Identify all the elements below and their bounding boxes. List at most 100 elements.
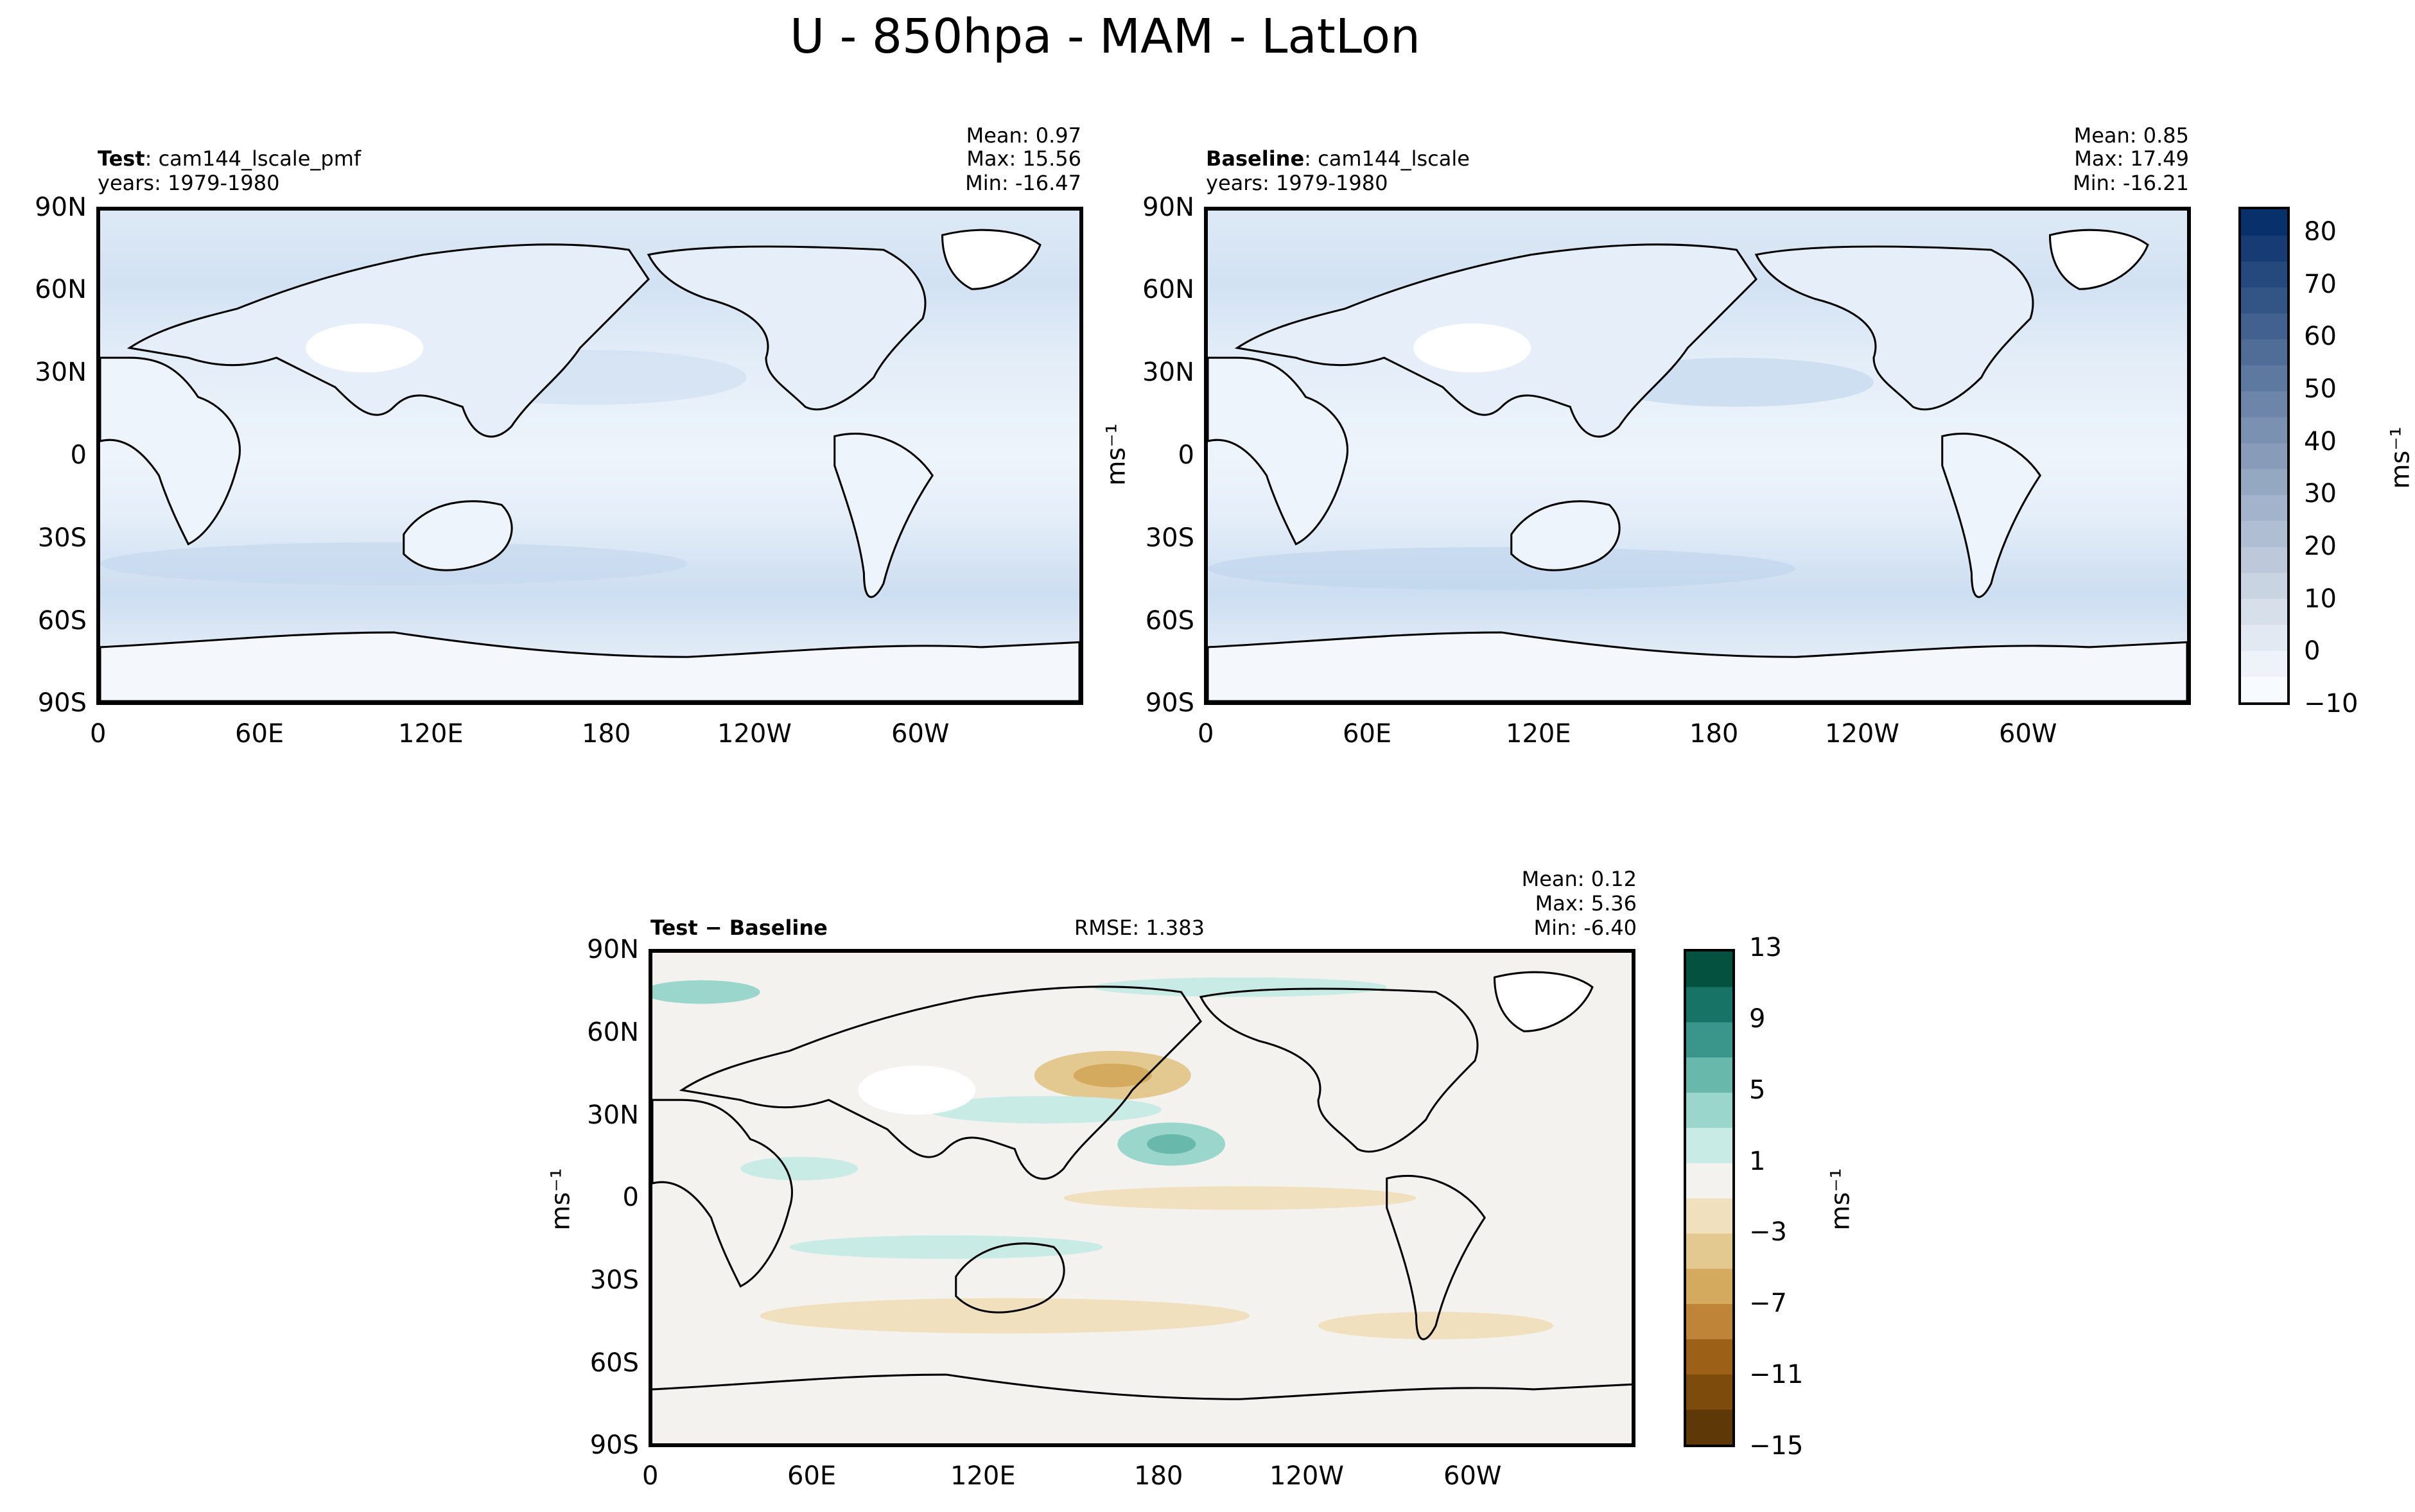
- lat-tick: 60N: [1142, 275, 1194, 304]
- colorbar-swatch: [2241, 313, 2287, 340]
- lon-tick: 60W: [891, 719, 950, 749]
- diff-label: Test − Baseline: [650, 916, 828, 940]
- lon-tick: 120E: [1506, 719, 1571, 749]
- lon-tick: 180: [582, 719, 631, 749]
- test-map: [96, 207, 1083, 705]
- colorbar-swatch: [1686, 1127, 1732, 1163]
- colorbar-swatch: [2241, 365, 2287, 392]
- colorbar-swatch: [1686, 1163, 1732, 1199]
- lon-tick: 120E: [398, 719, 464, 749]
- lat-tick: 30N: [1142, 358, 1194, 387]
- colorbar-swatch: [1686, 1233, 1732, 1269]
- lat-tick: 90S: [37, 688, 87, 718]
- lon-tick: 60E: [1343, 719, 1392, 749]
- colorbar-swatch: [2241, 442, 2287, 469]
- colorbar-swatch: [1686, 1092, 1732, 1128]
- baseline-label: Baseline: cam144_lscale: [1206, 146, 1470, 171]
- diff-rmse: RMSE: 1.383: [1074, 916, 1205, 940]
- top-colorbar-unit: ms⁻¹: [2385, 426, 2415, 489]
- lon-tick: 120W: [1825, 719, 1899, 749]
- colorbar-swatch: [1686, 1374, 1732, 1410]
- colorbar-swatch: [2241, 494, 2287, 521]
- colorbar-swatch: [2241, 339, 2287, 366]
- colorbar-tick-label: 10: [2304, 584, 2337, 614]
- lon-tick: 120W: [1269, 1461, 1344, 1491]
- lat-tick: 0: [622, 1183, 639, 1212]
- baseline-map-field: [1208, 211, 2187, 701]
- colorbar-tick-label: −11: [1749, 1360, 1804, 1390]
- lat-tick: 90S: [1145, 688, 1194, 718]
- lat-tick: 30S: [589, 1265, 639, 1295]
- baseline-years: years: 1979-1980: [1206, 171, 1388, 195]
- lon-tick: 0: [1198, 719, 1214, 749]
- colorbar-swatch: [1686, 1198, 1732, 1234]
- middle-unit-label: ms⁻¹: [1101, 423, 1131, 486]
- colorbar-swatch: [2241, 261, 2287, 288]
- colorbar-swatch: [2241, 235, 2287, 262]
- colorbar-tick-label: −10: [2304, 689, 2358, 718]
- lon-tick: 0: [90, 719, 107, 749]
- test-map-field: [100, 211, 1079, 701]
- lat-tick: 60N: [35, 275, 87, 304]
- colorbar-swatch: [2241, 676, 2287, 703]
- test-max: Max: 15.56: [966, 146, 1081, 171]
- lat-tick: 60N: [587, 1018, 639, 1047]
- colorbar-swatch: [2241, 209, 2287, 236]
- colorbar-tick-label: 9: [1749, 1004, 1766, 1034]
- lat-tick: 60S: [589, 1348, 639, 1378]
- lon-tick: 60E: [787, 1461, 837, 1491]
- colorbar-swatch: [2241, 572, 2287, 599]
- lat-tick: 90S: [589, 1430, 639, 1460]
- lon-tick: 120W: [717, 719, 792, 749]
- colorbar-tick-label: −15: [1749, 1431, 1804, 1461]
- lat-tick: 30S: [1145, 523, 1194, 553]
- diff-min: Min: -6.40: [1533, 916, 1637, 940]
- colorbar-swatch: [1686, 1303, 1732, 1339]
- baseline-min: Min: -16.21: [2073, 171, 2189, 195]
- figure-title: U - 850hpa - MAM - LatLon: [790, 9, 1420, 64]
- colorbar-tick-label: 60: [2304, 322, 2337, 352]
- test-label-bold: Test: [98, 146, 145, 171]
- lat-tick: 90N: [1142, 193, 1194, 222]
- colorbar-swatch: [2241, 521, 2287, 547]
- lon-tick: 120E: [950, 1461, 1016, 1491]
- lat-tick: 0: [70, 440, 87, 470]
- lat-tick: 30N: [587, 1100, 639, 1130]
- colorbar-swatch: [1686, 1268, 1732, 1305]
- diff-mean: Mean: 0.12: [1521, 867, 1637, 891]
- baseline-label-bold: Baseline: [1206, 146, 1305, 171]
- colorbar-swatch: [1686, 952, 1732, 987]
- colorbar-swatch: [2241, 546, 2287, 573]
- colorbar-swatch: [2241, 287, 2287, 314]
- colorbar-swatch: [1686, 1057, 1732, 1093]
- colorbar-swatch: [1686, 1409, 1732, 1445]
- test-mean: Mean: 0.97: [966, 123, 1081, 148]
- baseline-mean: Mean: 0.85: [2073, 123, 2189, 148]
- lon-tick: 0: [642, 1461, 659, 1491]
- diff-map-field: [652, 953, 1632, 1443]
- test-label: Test: cam144_lscale_pmf: [98, 146, 361, 171]
- baseline-max: Max: 17.49: [2074, 146, 2189, 171]
- colorbar-tick-label: 5: [1749, 1075, 1766, 1105]
- colorbar-swatch: [2241, 469, 2287, 496]
- colorbar-swatch: [2241, 390, 2287, 417]
- lon-tick: 180: [1689, 719, 1739, 749]
- colorbar-tick-label: 30: [2304, 479, 2337, 509]
- test-label-rest: : cam144_lscale_pmf: [144, 146, 362, 171]
- test-min: Min: -16.47: [965, 171, 1081, 195]
- lat-tick: 90N: [587, 935, 639, 964]
- diff-left-unit-label: ms⁻¹: [546, 1168, 576, 1231]
- lon-tick: 60W: [1999, 719, 2057, 749]
- colorbar-tick-label: 50: [2304, 374, 2337, 404]
- colorbar-tick-label: −3: [1749, 1217, 1787, 1247]
- colorbar-tick-label: 1: [1749, 1146, 1766, 1176]
- colorbar-tick-label: 0: [2304, 636, 2321, 666]
- diff-max: Max: 5.36: [1535, 891, 1637, 916]
- top-colorbar: [2238, 207, 2290, 705]
- lon-tick: 180: [1134, 1461, 1183, 1491]
- lat-tick: 30S: [37, 523, 87, 553]
- lat-tick: 0: [1178, 440, 1194, 470]
- diff-colorbar-unit: ms⁻¹: [1826, 1168, 1856, 1231]
- top-colorbar-swatches: [2241, 209, 2287, 703]
- colorbar-tick-label: 70: [2304, 269, 2337, 299]
